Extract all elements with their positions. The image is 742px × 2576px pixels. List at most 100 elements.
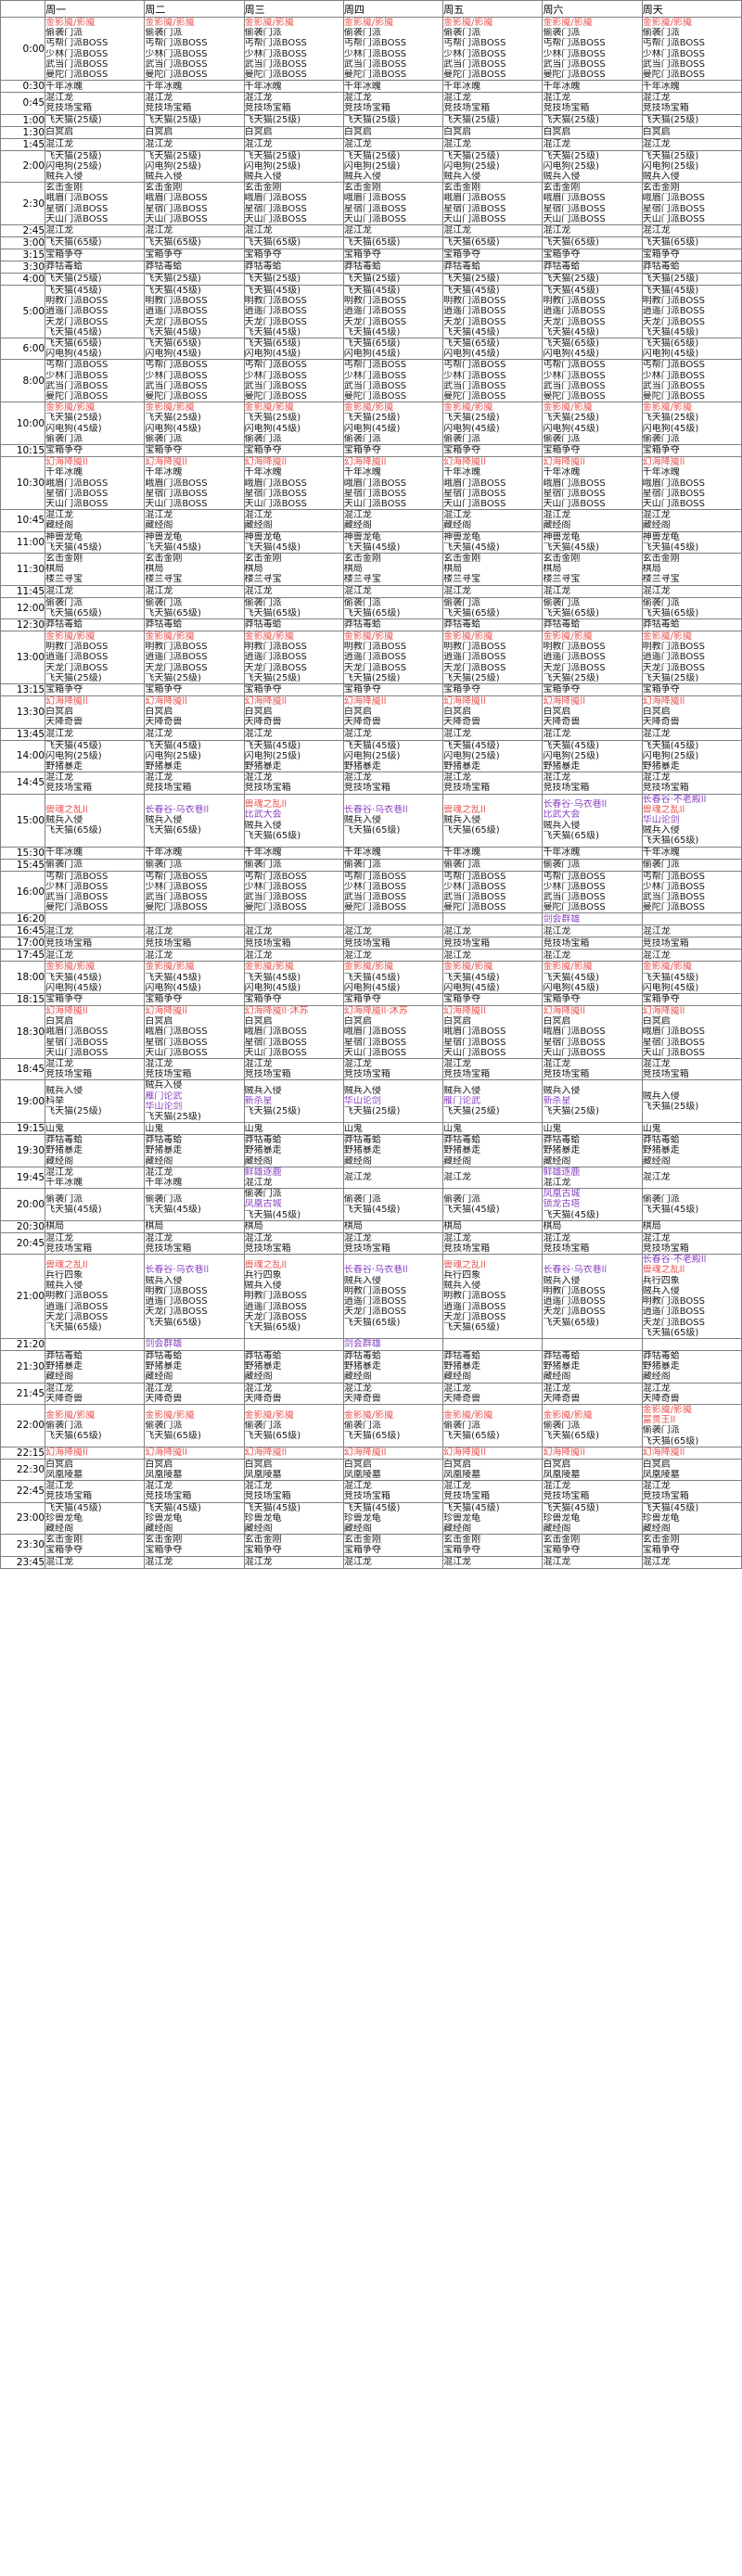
event-item: 飞天猫(45级)	[543, 740, 599, 751]
event-item: 飞天猫(45级)	[145, 326, 201, 338]
schedule-cell-wednesday: 金影魇/影魇 明教门派BOSS 逍遥门派BOSS 天龙门派BOSS 飞天猫(25级)	[243, 630, 344, 684]
event-list: 莽牯毒蛤	[344, 619, 442, 630]
schedule-cell-friday: 飞天猫(45级) 珍兽龙龟 藏经阁	[442, 1501, 544, 1536]
schedule-cell-friday: 莽牯毒蛤	[442, 618, 544, 631]
event-item: 千年冰魄	[642, 467, 680, 478]
schedule-cell-thursday: 丐帮门派BOSS 少林门派BOSS 武当门派BOSS 曼陀门派BOSS	[342, 359, 444, 403]
event-list: 白冥启 凤凰陵墓	[643, 1460, 741, 1480]
event-item: 武当门派BOSS	[145, 892, 208, 902]
schedule-cell-monday: 莽牯毒蛤	[45, 618, 146, 631]
schedule-cell-sunday: 金影魇/影魇 飞天猫(45级) 闪电狗(45级)	[641, 961, 742, 995]
event-item: 飞天猫(65级)	[343, 1317, 401, 1328]
event-list: 幻海降魇ll 千年冰魄 峨眉门派BOSS 星宿门派BOSS 天山门派BOSS	[245, 457, 343, 509]
schedule-row: 3:30 莽牯毒蛤 莽牯毒蛤 莽牯毒蛤 莽牯毒蛤 莽牯毒蛤 莽牯毒蛤 莽牯毒蛤	[0, 261, 742, 274]
event-item: 飞天猫(25级)	[642, 1101, 699, 1112]
schedule-cell-saturday: 飞天猫(45级) 闪电狗(25级) 野猪暴走	[542, 739, 643, 773]
schedule-cell-monday: 宝箱争夺	[45, 993, 146, 1007]
schedule-cell-thursday: 莽牯毒蛤	[342, 261, 444, 274]
event-item: 野猪暴走	[343, 1361, 381, 1372]
event-list: 幻海降魇ll 白冥启 峨眉门派BOSS 星宿门派BOSS 天山门派BOSS	[45, 1006, 144, 1058]
event-list: 偷袭门派 飞天猫(65级)	[145, 598, 243, 618]
event-item: 藏经阁	[244, 1523, 273, 1534]
event-item: 千年冰魄	[343, 847, 381, 858]
event-item: 竞技场宝箱	[443, 783, 491, 794]
schedule-cell-friday: 幻海降魇ll 白冥启 峨眉门派BOSS 星宿门派BOSS 天山门派BOSS	[442, 1005, 544, 1060]
event-item: 混江龙	[45, 510, 74, 521]
event-item: 天山门派BOSS	[642, 498, 705, 509]
event-item: 竞技场宝箱	[244, 783, 291, 794]
event-item: 少林门派BOSS	[642, 48, 705, 59]
event-item: 天降奇兽	[443, 1393, 481, 1404]
event-item: 曼陀门派BOSS	[145, 70, 208, 81]
event-item: 武当门派BOSS	[642, 58, 705, 70]
event-item: 长春谷·乌衣巷ll	[543, 799, 608, 810]
event-item: 少林门派BOSS	[343, 881, 407, 892]
event-list: 混江龙	[443, 1172, 542, 1182]
event-item: 贼兵入侵	[443, 172, 481, 183]
event-item: 楼兰寻宝	[543, 574, 581, 585]
event-item: 曼陀门派BOSS	[642, 391, 705, 402]
event-item: 少林门派BOSS	[244, 881, 307, 892]
event-item: 飞天猫(65级)	[145, 338, 201, 350]
schedule-cell-thursday: 白冥启	[342, 125, 444, 139]
event-item: 曼陀门派BOSS	[244, 391, 307, 402]
schedule-cell-thursday: 飞天猫(45级) 闪电狗(25级) 野猪暴走	[342, 739, 444, 773]
event-item: 莽牯毒蛤	[642, 1350, 680, 1361]
event-list: 神兽龙龟 飞天猫(45级)	[344, 532, 442, 553]
event-item: 偷袭门派	[244, 859, 282, 870]
schedule-cell-saturday: 玄击金刚 峨眉门派BOSS 星宿门派BOSS 天山门派BOSS	[542, 182, 643, 226]
event-item: 白冥启	[343, 1459, 372, 1470]
schedule-cell-tuesday: 宝箱争夺	[144, 993, 245, 1007]
schedule-cell-friday: 偷袭门派 飞天猫(65级)	[442, 596, 544, 619]
event-item: 飞天猫(65级)	[642, 237, 699, 249]
schedule-row: 23:30 玄击金刚 宝箱争夺 玄击金刚 宝箱争夺 玄击金刚 宝箱争夺 玄击金刚 宝箱争夺 玄击金…	[0, 1534, 742, 1557]
event-item: 明教门派BOSS	[244, 296, 307, 307]
schedule-cell-monday: 幻海降魇ll 白冥启 天降奇兽	[45, 695, 146, 729]
schedule-cell-wednesday: 棋局	[243, 1219, 344, 1233]
schedule-row: 10:00 金影魇/影魇 飞天猫(25级) 闪电狗(45级) 偷袭门派 金影魇/影魇 飞天猫…	[0, 402, 742, 446]
schedule-cell-tuesday: 幻海降魇ll	[144, 1446, 245, 1460]
event-item: 飞天猫(45级)	[543, 1502, 599, 1513]
event-list: 丐帮门派BOSS 少林门派BOSS 武当门派BOSS 曼陀门派BOSS	[643, 360, 741, 402]
event-item: 幻海降魇ll	[642, 695, 685, 707]
event-item: 神兽龙龟	[145, 531, 183, 542]
schedule-cell-wednesday: 混江龙	[243, 224, 344, 238]
schedule-cell-thursday: 贼兵入侵 华山论剑 飞天猫(25级)	[342, 1079, 444, 1124]
event-item: 幻海降魇ll	[443, 1447, 486, 1459]
schedule-cell-wednesday: 白冥启	[243, 125, 344, 139]
event-item: 宝箱争夺	[45, 445, 83, 456]
schedule-cell-friday: 混江龙	[442, 584, 544, 598]
event-item: 星宿门派BOSS	[343, 1037, 407, 1048]
event-item: 玄击金刚	[45, 553, 83, 564]
event-list: 混江龙 竞技场宝箱	[45, 1481, 144, 1501]
event-item: 莽牯毒蛤	[145, 1135, 183, 1146]
event-item: 峨眉门派BOSS	[543, 1027, 606, 1038]
schedule-cell-sunday: 白冥启 凤凰陵墓	[641, 1458, 742, 1482]
schedule-cell-tuesday: 莽牯毒蛤 野猪暴走 藏经阁	[144, 1134, 245, 1167]
event-item: 棋局	[45, 564, 65, 575]
schedule-row: 15:30 千年冰魄 千年冰魄 千年冰魄 千年冰魄 千年冰魄 千年冰魄 千年冰魄	[0, 846, 742, 860]
schedule-cell-tuesday: 混江龙 竞技场宝箱	[144, 1480, 245, 1503]
event-item: 天山门派BOSS	[45, 498, 109, 509]
event-list: 长春谷·乌衣巷ll 贼兵入侵 明教门派BOSS 逍遥门派BOSS 天龙门派BOSS 飞天猫…	[145, 1265, 243, 1327]
event-item: 山鬼	[642, 1123, 661, 1134]
event-list: 混江龙 天降奇兽	[45, 1384, 144, 1404]
event-list: 白冥启	[45, 127, 144, 137]
event-list: 兽魂之乱ll 兵行四象 贼兵入侵 明教门派BOSS 逍遥门派BOSS 天龙门派BOSS 飞天…	[245, 1260, 343, 1333]
schedule-row: 10:15 宝箱争夺 宝箱争夺 宝箱争夺 宝箱争夺 宝箱争夺 宝箱争夺 宝箱争夺	[0, 444, 742, 458]
event-item: 少林门派BOSS	[45, 48, 109, 59]
event-list: 混江龙	[543, 139, 641, 149]
event-list: 幻海降魇ll	[543, 1447, 641, 1458]
event-item: 飞天猫(65级)	[443, 607, 500, 618]
event-item: 混江龙	[343, 1481, 372, 1492]
time-label: 6:00	[0, 338, 46, 361]
schedule-cell-wednesday: 宝箱争夺	[243, 993, 344, 1007]
event-item: 丐帮门派BOSS	[244, 871, 307, 882]
time-label: 10:00	[0, 402, 46, 446]
event-item: 兽魂之乱ll	[244, 1259, 288, 1270]
event-list: 飞天猫(45级) 珍兽龙龟 藏经阁	[245, 1503, 343, 1535]
event-list: 幻海降魇ll·沐苏 白冥启 峨眉门派BOSS 星宿门派BOSS 天山门派BOSS	[344, 1006, 442, 1058]
event-item: 长春谷·乌衣巷ll	[343, 804, 408, 815]
schedule-cell-sunday: 飞天猫(45级) 珍兽龙龟 藏经阁	[641, 1501, 742, 1536]
time-label: 22:45	[0, 1480, 46, 1503]
